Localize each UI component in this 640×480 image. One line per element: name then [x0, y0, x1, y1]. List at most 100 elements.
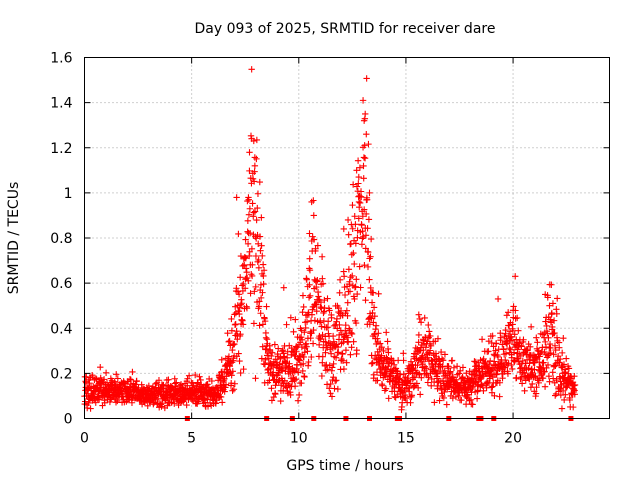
data-point — [250, 320, 258, 327]
data-point — [546, 302, 553, 309]
y-tick-label: 1.6 — [50, 51, 72, 67]
data-point — [354, 290, 361, 298]
data-point — [250, 137, 257, 145]
data-point — [293, 348, 300, 355]
data-point — [345, 266, 353, 273]
data-point — [439, 377, 447, 384]
data-point — [252, 283, 259, 291]
data-point — [190, 382, 197, 389]
data-point — [284, 354, 291, 361]
data-point — [309, 340, 317, 347]
data-point — [228, 372, 235, 379]
data-point — [251, 208, 259, 215]
data-point — [294, 397, 302, 404]
data-point — [246, 229, 254, 237]
data-point — [532, 390, 540, 397]
data-point — [362, 110, 369, 118]
data-point — [352, 221, 359, 228]
data-point — [424, 354, 431, 361]
data-point — [494, 295, 502, 303]
data-point — [337, 307, 345, 315]
data-point — [333, 325, 341, 332]
data-point — [196, 373, 203, 380]
data-point — [550, 317, 558, 324]
data-point — [486, 361, 493, 368]
data-point — [482, 358, 489, 366]
data-point — [237, 331, 244, 338]
data-point — [536, 353, 543, 360]
data-point — [349, 181, 357, 188]
data-point — [379, 382, 386, 389]
data-point — [352, 319, 360, 327]
data-point — [342, 347, 350, 354]
data-point — [320, 309, 327, 317]
data-point — [306, 230, 313, 237]
data-point — [356, 164, 364, 171]
data-point — [415, 331, 423, 339]
data-point — [197, 376, 204, 384]
data-point — [512, 273, 519, 280]
data-point — [463, 369, 470, 377]
data-point — [450, 364, 458, 371]
data-point — [231, 321, 239, 329]
data-point — [291, 377, 298, 384]
data-point — [414, 384, 422, 391]
data-point — [358, 241, 366, 248]
data-point — [114, 375, 121, 382]
data-point — [258, 355, 265, 362]
data-point — [520, 336, 527, 343]
data-point — [419, 352, 426, 359]
data-point — [365, 140, 372, 148]
data-point — [547, 318, 555, 326]
data-point — [252, 235, 260, 242]
data-point — [330, 373, 337, 381]
data-point — [366, 276, 373, 283]
data-point — [497, 334, 504, 341]
data-point — [324, 295, 331, 302]
data-point — [313, 283, 320, 291]
data-point — [368, 299, 376, 306]
data-point — [204, 381, 211, 388]
data-point — [329, 364, 336, 371]
data-point — [250, 209, 257, 216]
data-point — [556, 359, 563, 366]
data-point — [94, 395, 101, 402]
data-point — [309, 233, 316, 240]
data-point — [92, 399, 99, 406]
data-point — [297, 353, 304, 360]
data-point — [434, 335, 442, 342]
data-point — [360, 162, 367, 170]
data-point — [248, 245, 256, 252]
data-point — [299, 309, 306, 316]
data-point — [533, 383, 540, 391]
data-point — [257, 294, 265, 302]
data-point — [119, 390, 127, 397]
data-point — [561, 396, 568, 404]
data-point — [382, 385, 390, 392]
data-point — [296, 357, 303, 364]
data-point — [489, 332, 496, 340]
data-point — [357, 284, 364, 291]
data-point — [244, 197, 251, 205]
data-point — [244, 217, 252, 225]
data-point — [471, 358, 478, 365]
data-point — [369, 289, 377, 296]
data-point — [525, 340, 532, 348]
data-point — [544, 361, 552, 369]
data-point — [324, 366, 331, 373]
data-point — [358, 221, 365, 229]
data-point — [556, 355, 564, 363]
data-point — [292, 375, 300, 383]
data-point — [235, 350, 242, 357]
data-point — [223, 373, 230, 380]
data-point — [550, 351, 557, 358]
data-point — [354, 157, 362, 164]
data-point — [427, 342, 435, 349]
data-point — [327, 390, 334, 397]
data-point — [541, 383, 549, 390]
data-point — [534, 339, 541, 346]
data-point — [204, 403, 212, 410]
data-point — [243, 304, 251, 312]
y-tick-label: 0.4 — [50, 321, 72, 337]
y-tick-label: 0.8 — [50, 231, 72, 247]
